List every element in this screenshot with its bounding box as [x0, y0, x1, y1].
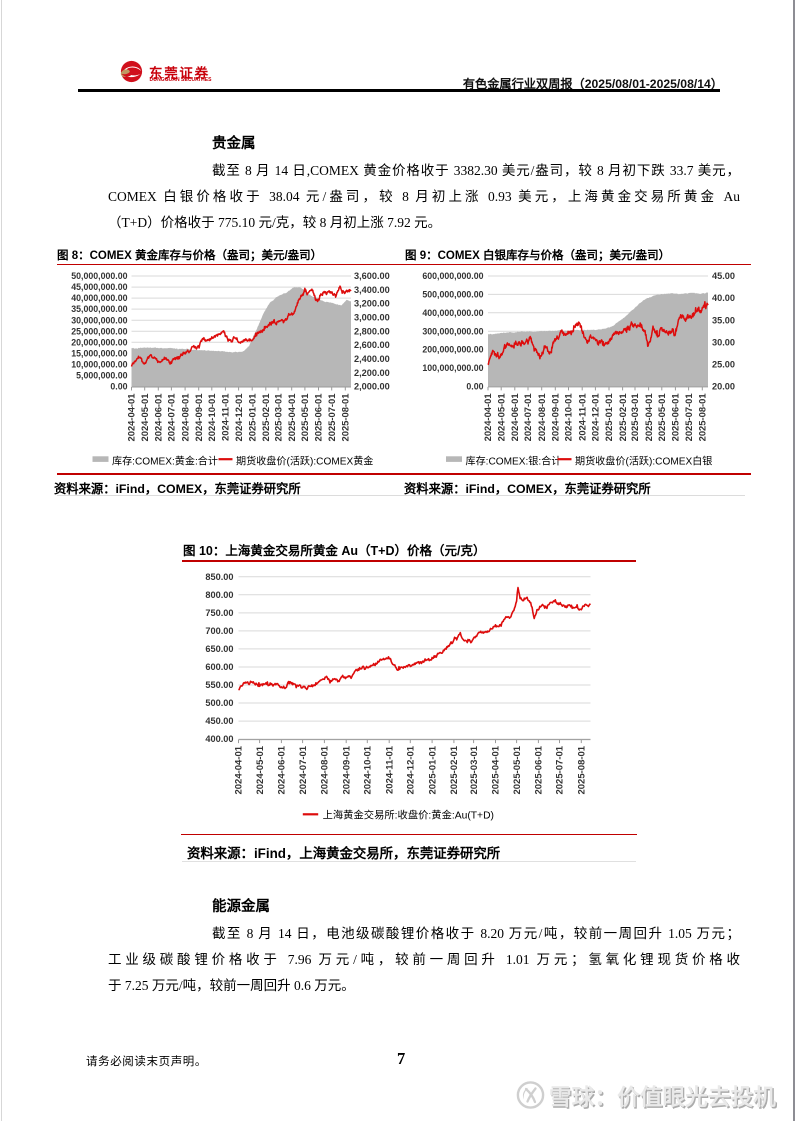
svg-text:期货收盘价(活跃):COMEX白银: 期货收盘价(活跃):COMEX白银	[575, 454, 712, 467]
svg-text:2024-12-01: 2024-12-01	[233, 394, 244, 442]
svg-text:2024-08-01: 2024-08-01	[536, 393, 547, 441]
svg-text:2,200.00: 2,200.00	[354, 368, 390, 378]
svg-text:2024-07-01: 2024-07-01	[166, 394, 177, 442]
svg-text:2025-06-01: 2025-06-01	[313, 394, 324, 442]
svg-text:500,000,000.00: 500,000,000.00	[422, 290, 483, 300]
svg-text:2024-04-01: 2024-04-01	[126, 394, 137, 442]
svg-text:2025-05-01: 2025-05-01	[656, 393, 667, 441]
svg-text:2025-07-01: 2025-07-01	[326, 394, 337, 442]
svg-text:2024-12-01: 2024-12-01	[590, 393, 601, 441]
svg-text:3,200.00: 3,200.00	[354, 299, 390, 309]
svg-text:600,000,000.00: 600,000,000.00	[422, 271, 483, 281]
svg-text:2025-05-01: 2025-05-01	[299, 394, 310, 442]
svg-text:2024-11-01: 2024-11-01	[220, 394, 231, 441]
svg-text:20.00: 20.00	[712, 382, 735, 392]
svg-text:200,000,000.00: 200,000,000.00	[422, 345, 483, 355]
svg-text:2025-04-01: 2025-04-01	[643, 393, 654, 441]
svg-text:800.00: 800.00	[205, 590, 233, 600]
svg-text:2024-05-01: 2024-05-01	[495, 393, 506, 441]
svg-text:2025-03-01: 2025-03-01	[629, 393, 640, 441]
svg-text:2025-07-01: 2025-07-01	[683, 393, 694, 441]
svg-text:40.00: 40.00	[712, 293, 735, 303]
svg-text:2024-06-01: 2024-06-01	[277, 745, 288, 794]
svg-text:2025-08-01: 2025-08-01	[577, 745, 588, 794]
svg-text:上海黄金交易所:收盘价:黄金:Au(T+D): 上海黄金交易所:收盘价:黄金:Au(T+D)	[323, 809, 494, 822]
svg-text:550.00: 550.00	[205, 680, 233, 690]
svg-text:2024-07-01: 2024-07-01	[298, 745, 309, 794]
svg-text:2025-01-01: 2025-01-01	[603, 393, 614, 441]
svg-text:2,800.00: 2,800.00	[354, 326, 390, 336]
svg-text:35,000,000.00: 35,000,000.00	[71, 304, 127, 314]
svg-text:2025-07-01: 2025-07-01	[555, 745, 566, 794]
svg-text:2024-11-01: 2024-11-01	[576, 393, 587, 440]
svg-text:450.00: 450.00	[205, 716, 233, 726]
svg-text:2025-03-01: 2025-03-01	[272, 394, 283, 442]
svg-text:0.00: 0.00	[110, 382, 127, 392]
svg-text:0.00: 0.00	[466, 382, 483, 392]
svg-text:2024-10-01: 2024-10-01	[363, 745, 374, 794]
svg-text:2024-08-01: 2024-08-01	[320, 745, 331, 794]
svg-text:2024-04-01: 2024-04-01	[482, 393, 493, 441]
svg-text:2025-03-01: 2025-03-01	[469, 745, 480, 794]
svg-text:2024-09-01: 2024-09-01	[341, 745, 352, 794]
svg-text:2024-06-01: 2024-06-01	[153, 394, 164, 442]
svg-text:2024-09-01: 2024-09-01	[550, 393, 561, 441]
svg-text:2025-04-01: 2025-04-01	[491, 745, 502, 794]
svg-text:2024-10-01: 2024-10-01	[563, 393, 574, 441]
svg-text:2024-07-01: 2024-07-01	[522, 393, 533, 441]
svg-text:3,600.00: 3,600.00	[354, 271, 390, 281]
svg-text:700.00: 700.00	[205, 626, 233, 636]
svg-text:2024-11-01: 2024-11-01	[384, 745, 395, 794]
svg-text:850.00: 850.00	[205, 572, 233, 582]
svg-text:2024-05-01: 2024-05-01	[255, 745, 266, 794]
svg-text:2024-08-01: 2024-08-01	[179, 394, 190, 442]
svg-text:35.00: 35.00	[712, 315, 735, 325]
svg-text:10,000,000.00: 10,000,000.00	[71, 360, 127, 370]
svg-text:600.00: 600.00	[205, 662, 233, 672]
svg-text:400,000,000.00: 400,000,000.00	[422, 308, 483, 318]
svg-text:15,000,000.00: 15,000,000.00	[71, 349, 127, 359]
svg-text:2025-08-01: 2025-08-01	[697, 393, 708, 441]
svg-text:45.00: 45.00	[712, 271, 735, 281]
svg-text:2025-05-01: 2025-05-01	[512, 745, 523, 794]
svg-text:20,000,000.00: 20,000,000.00	[71, 337, 127, 347]
svg-text:30,000,000.00: 30,000,000.00	[71, 315, 127, 325]
svg-text:2025-01-01: 2025-01-01	[427, 745, 438, 794]
svg-text:库存:COMEX:黄金:合计: 库存:COMEX:黄金:合计	[112, 454, 218, 467]
svg-text:2,600.00: 2,600.00	[354, 340, 390, 350]
svg-text:300,000,000.00: 300,000,000.00	[422, 326, 483, 336]
svg-text:2025-02-01: 2025-02-01	[260, 394, 271, 442]
svg-text:2,000.00: 2,000.00	[354, 382, 390, 392]
svg-text:2025-01-01: 2025-01-01	[246, 394, 257, 442]
svg-text:650.00: 650.00	[205, 644, 233, 654]
svg-text:2024-12-01: 2024-12-01	[406, 745, 417, 794]
svg-text:40,000,000.00: 40,000,000.00	[71, 293, 127, 303]
svg-text:750.00: 750.00	[205, 608, 233, 618]
svg-text:2025-02-01: 2025-02-01	[449, 745, 460, 794]
svg-text:5,000,000.00: 5,000,000.00	[76, 371, 127, 381]
svg-text:45,000,000.00: 45,000,000.00	[71, 282, 127, 292]
svg-text:库存:COMEX:银:合计: 库存:COMEX:银:合计	[466, 454, 562, 467]
svg-text:500.00: 500.00	[205, 698, 233, 708]
svg-text:3,400.00: 3,400.00	[354, 285, 390, 295]
svg-text:2025-08-01: 2025-08-01	[340, 394, 351, 442]
svg-text:50,000,000.00: 50,000,000.00	[71, 271, 127, 281]
svg-text:30.00: 30.00	[712, 337, 735, 347]
svg-text:25.00: 25.00	[712, 359, 735, 369]
svg-text:25,000,000.00: 25,000,000.00	[71, 326, 127, 336]
svg-text:2,400.00: 2,400.00	[354, 354, 390, 364]
svg-text:100,000,000.00: 100,000,000.00	[422, 363, 483, 373]
svg-text:期货收盘价(活跃):COMEX黄金: 期货收盘价(活跃):COMEX黄金	[236, 454, 373, 467]
svg-text:2025-06-01: 2025-06-01	[670, 393, 681, 441]
svg-text:2024-09-01: 2024-09-01	[193, 394, 204, 442]
svg-text:2024-05-01: 2024-05-01	[139, 394, 150, 442]
svg-text:2025-02-01: 2025-02-01	[617, 393, 628, 441]
svg-text:2025-06-01: 2025-06-01	[534, 745, 545, 794]
svg-text:2024-06-01: 2024-06-01	[509, 393, 520, 441]
svg-text:2024-10-01: 2024-10-01	[206, 394, 217, 442]
svg-text:400.00: 400.00	[205, 734, 233, 744]
svg-text:2025-04-01: 2025-04-01	[286, 394, 297, 442]
svg-text:2024-04-01: 2024-04-01	[234, 745, 245, 794]
svg-text:3,000.00: 3,000.00	[354, 313, 390, 323]
